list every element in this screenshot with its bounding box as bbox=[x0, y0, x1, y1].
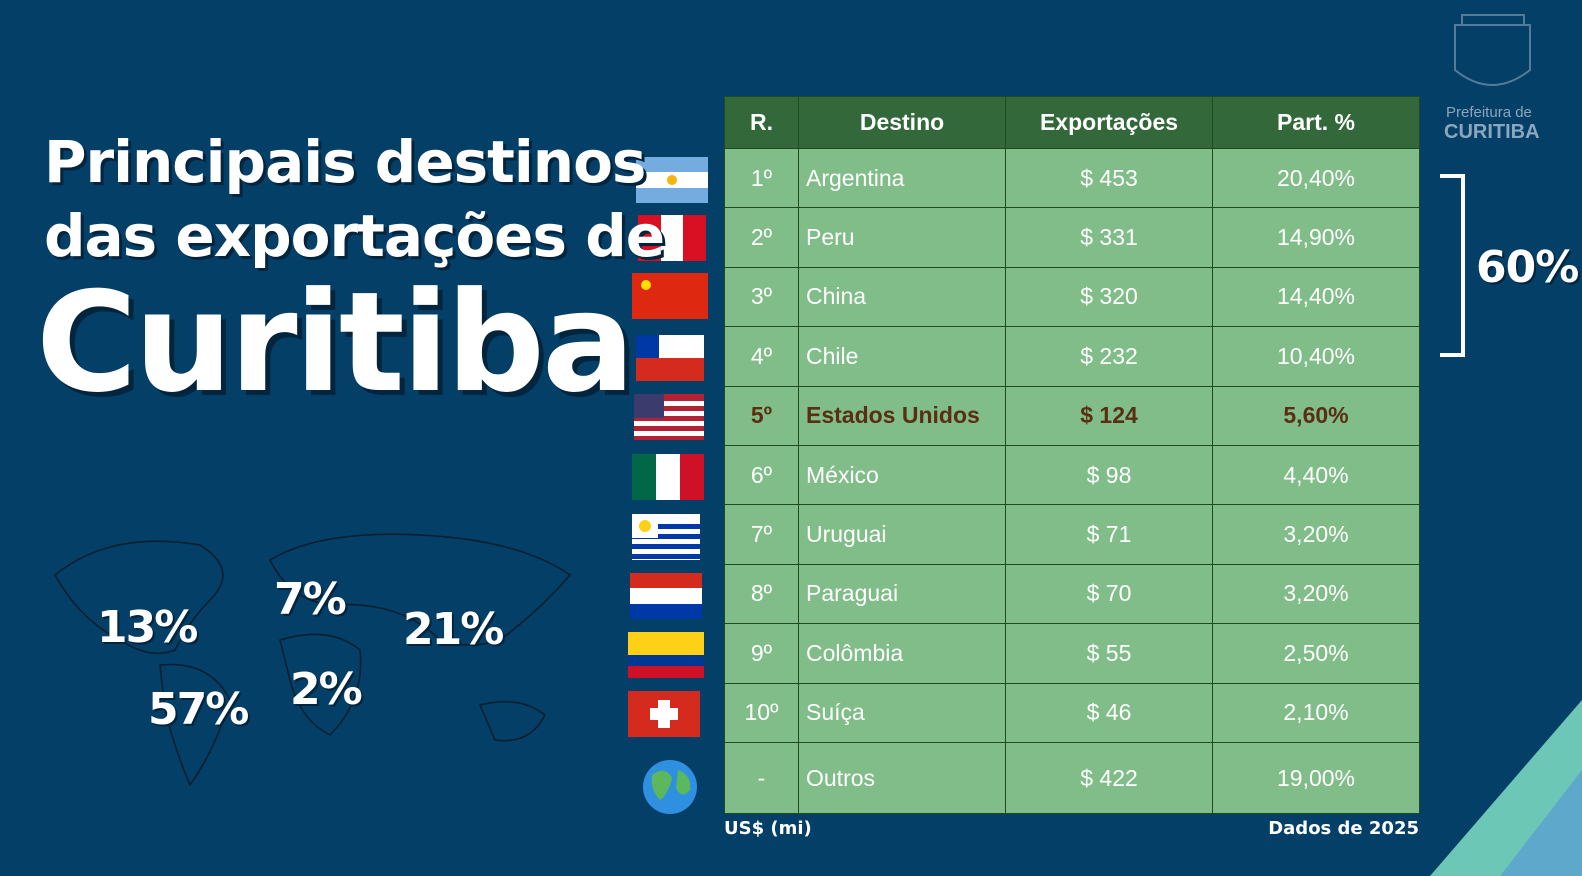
table-cell: 2,50% bbox=[1212, 623, 1420, 684]
table-cell: $ 124 bbox=[1005, 385, 1213, 446]
table-cell: Colômbia bbox=[798, 623, 1006, 684]
table-cell: 4º bbox=[724, 326, 799, 387]
table-cell: 9º bbox=[724, 623, 799, 684]
table-cell: $ 46 bbox=[1005, 682, 1213, 743]
table-cell: $ 232 bbox=[1005, 326, 1213, 387]
table-cell: Suíça bbox=[798, 682, 1006, 743]
header-cell: R. bbox=[724, 96, 799, 149]
table-cell: 2º bbox=[724, 207, 799, 268]
table-cell: 1º bbox=[724, 148, 799, 209]
table-cell: $ 422 bbox=[1005, 742, 1213, 814]
table-cell: 19,00% bbox=[1212, 742, 1420, 814]
map-label: 7% bbox=[274, 574, 347, 625]
title-line: das exportações de bbox=[44, 202, 665, 270]
table-cell: 14,40% bbox=[1212, 266, 1420, 328]
table-cell: $ 320 bbox=[1005, 266, 1213, 328]
table-cell: 5º bbox=[724, 385, 799, 446]
table-cell: 3,20% bbox=[1212, 504, 1420, 565]
table-cell: Chile bbox=[798, 326, 1006, 387]
title-line: Principais destinos bbox=[44, 128, 646, 196]
header-cell: Destino bbox=[798, 96, 1006, 149]
table-cell: $ 55 bbox=[1005, 623, 1213, 684]
table-cell: China bbox=[798, 266, 1006, 328]
map-label: 13% bbox=[97, 602, 198, 653]
table-cell: México bbox=[798, 445, 1006, 506]
footer-unit: US$ (mi) bbox=[724, 818, 812, 839]
table-cell: 7º bbox=[724, 504, 799, 565]
header-cell: Part. % bbox=[1212, 96, 1420, 149]
world-map bbox=[54, 533, 572, 787]
table-cell: 3,20% bbox=[1212, 563, 1420, 625]
table-cell: 6º bbox=[724, 445, 799, 506]
table-cell: 5,60% bbox=[1212, 385, 1420, 446]
table-cell: 14,90% bbox=[1212, 207, 1420, 268]
table-cell: Peru bbox=[798, 207, 1006, 268]
table-cell: 8º bbox=[724, 563, 799, 625]
logo-text: CURITIBA bbox=[1444, 121, 1540, 143]
table-cell: 4,40% bbox=[1212, 445, 1420, 506]
table-cell: - bbox=[724, 742, 799, 814]
title-city: Curitiba bbox=[36, 262, 635, 423]
table-cell: Estados Unidos bbox=[798, 385, 1006, 446]
logo-text: Prefeitura de bbox=[1446, 104, 1532, 121]
footer-source: Dados de 2025 bbox=[1268, 818, 1419, 839]
table-cell: 20,40% bbox=[1212, 148, 1420, 209]
map-label: 21% bbox=[403, 604, 504, 655]
table-cell: Argentina bbox=[798, 148, 1006, 209]
logo-emblem bbox=[1454, 14, 1531, 86]
table-cell: $ 331 bbox=[1005, 207, 1213, 268]
flags bbox=[628, 157, 708, 814]
bracket bbox=[1440, 174, 1465, 357]
table-cell: $ 71 bbox=[1005, 504, 1213, 565]
table-cell: Paraguai bbox=[798, 563, 1006, 625]
table-cell: 10º bbox=[724, 682, 799, 743]
table-cell: $ 70 bbox=[1005, 563, 1213, 625]
table-cell: Outros bbox=[798, 742, 1006, 814]
table-cell: 3º bbox=[724, 266, 799, 328]
table-cell: Uruguai bbox=[798, 504, 1006, 565]
corner-shape bbox=[1500, 770, 1582, 876]
table-cell: 10,40% bbox=[1212, 326, 1420, 387]
table-cell: $ 98 bbox=[1005, 445, 1213, 506]
table-cell: $ 453 bbox=[1005, 148, 1213, 209]
header-cell: Exportações bbox=[1005, 96, 1213, 149]
map-label: 2% bbox=[290, 664, 363, 715]
table-cell: 2,10% bbox=[1212, 682, 1420, 743]
bracket-label: 60% bbox=[1476, 242, 1579, 293]
map-label: 57% bbox=[148, 684, 249, 735]
